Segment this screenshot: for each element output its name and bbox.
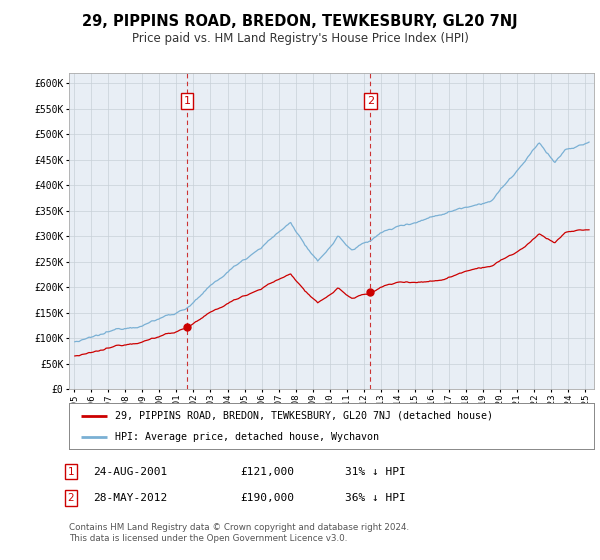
Text: 24-AUG-2001: 24-AUG-2001 bbox=[93, 466, 167, 477]
Text: £190,000: £190,000 bbox=[240, 493, 294, 503]
Text: 36% ↓ HPI: 36% ↓ HPI bbox=[345, 493, 406, 503]
Text: 1: 1 bbox=[184, 96, 191, 106]
Text: 28-MAY-2012: 28-MAY-2012 bbox=[93, 493, 167, 503]
Text: 29, PIPPINS ROAD, BREDON, TEWKESBURY, GL20 7NJ: 29, PIPPINS ROAD, BREDON, TEWKESBURY, GL… bbox=[82, 14, 518, 29]
Text: 1: 1 bbox=[67, 466, 74, 477]
Text: HPI: Average price, detached house, Wychavon: HPI: Average price, detached house, Wych… bbox=[115, 432, 379, 442]
Text: Price paid vs. HM Land Registry's House Price Index (HPI): Price paid vs. HM Land Registry's House … bbox=[131, 32, 469, 45]
Text: Contains HM Land Registry data © Crown copyright and database right 2024.: Contains HM Land Registry data © Crown c… bbox=[69, 523, 409, 532]
Text: 2: 2 bbox=[367, 96, 374, 106]
Text: 31% ↓ HPI: 31% ↓ HPI bbox=[345, 466, 406, 477]
Text: 2: 2 bbox=[67, 493, 74, 503]
Text: 29, PIPPINS ROAD, BREDON, TEWKESBURY, GL20 7NJ (detached house): 29, PIPPINS ROAD, BREDON, TEWKESBURY, GL… bbox=[115, 410, 493, 421]
Text: This data is licensed under the Open Government Licence v3.0.: This data is licensed under the Open Gov… bbox=[69, 534, 347, 543]
Text: £121,000: £121,000 bbox=[240, 466, 294, 477]
